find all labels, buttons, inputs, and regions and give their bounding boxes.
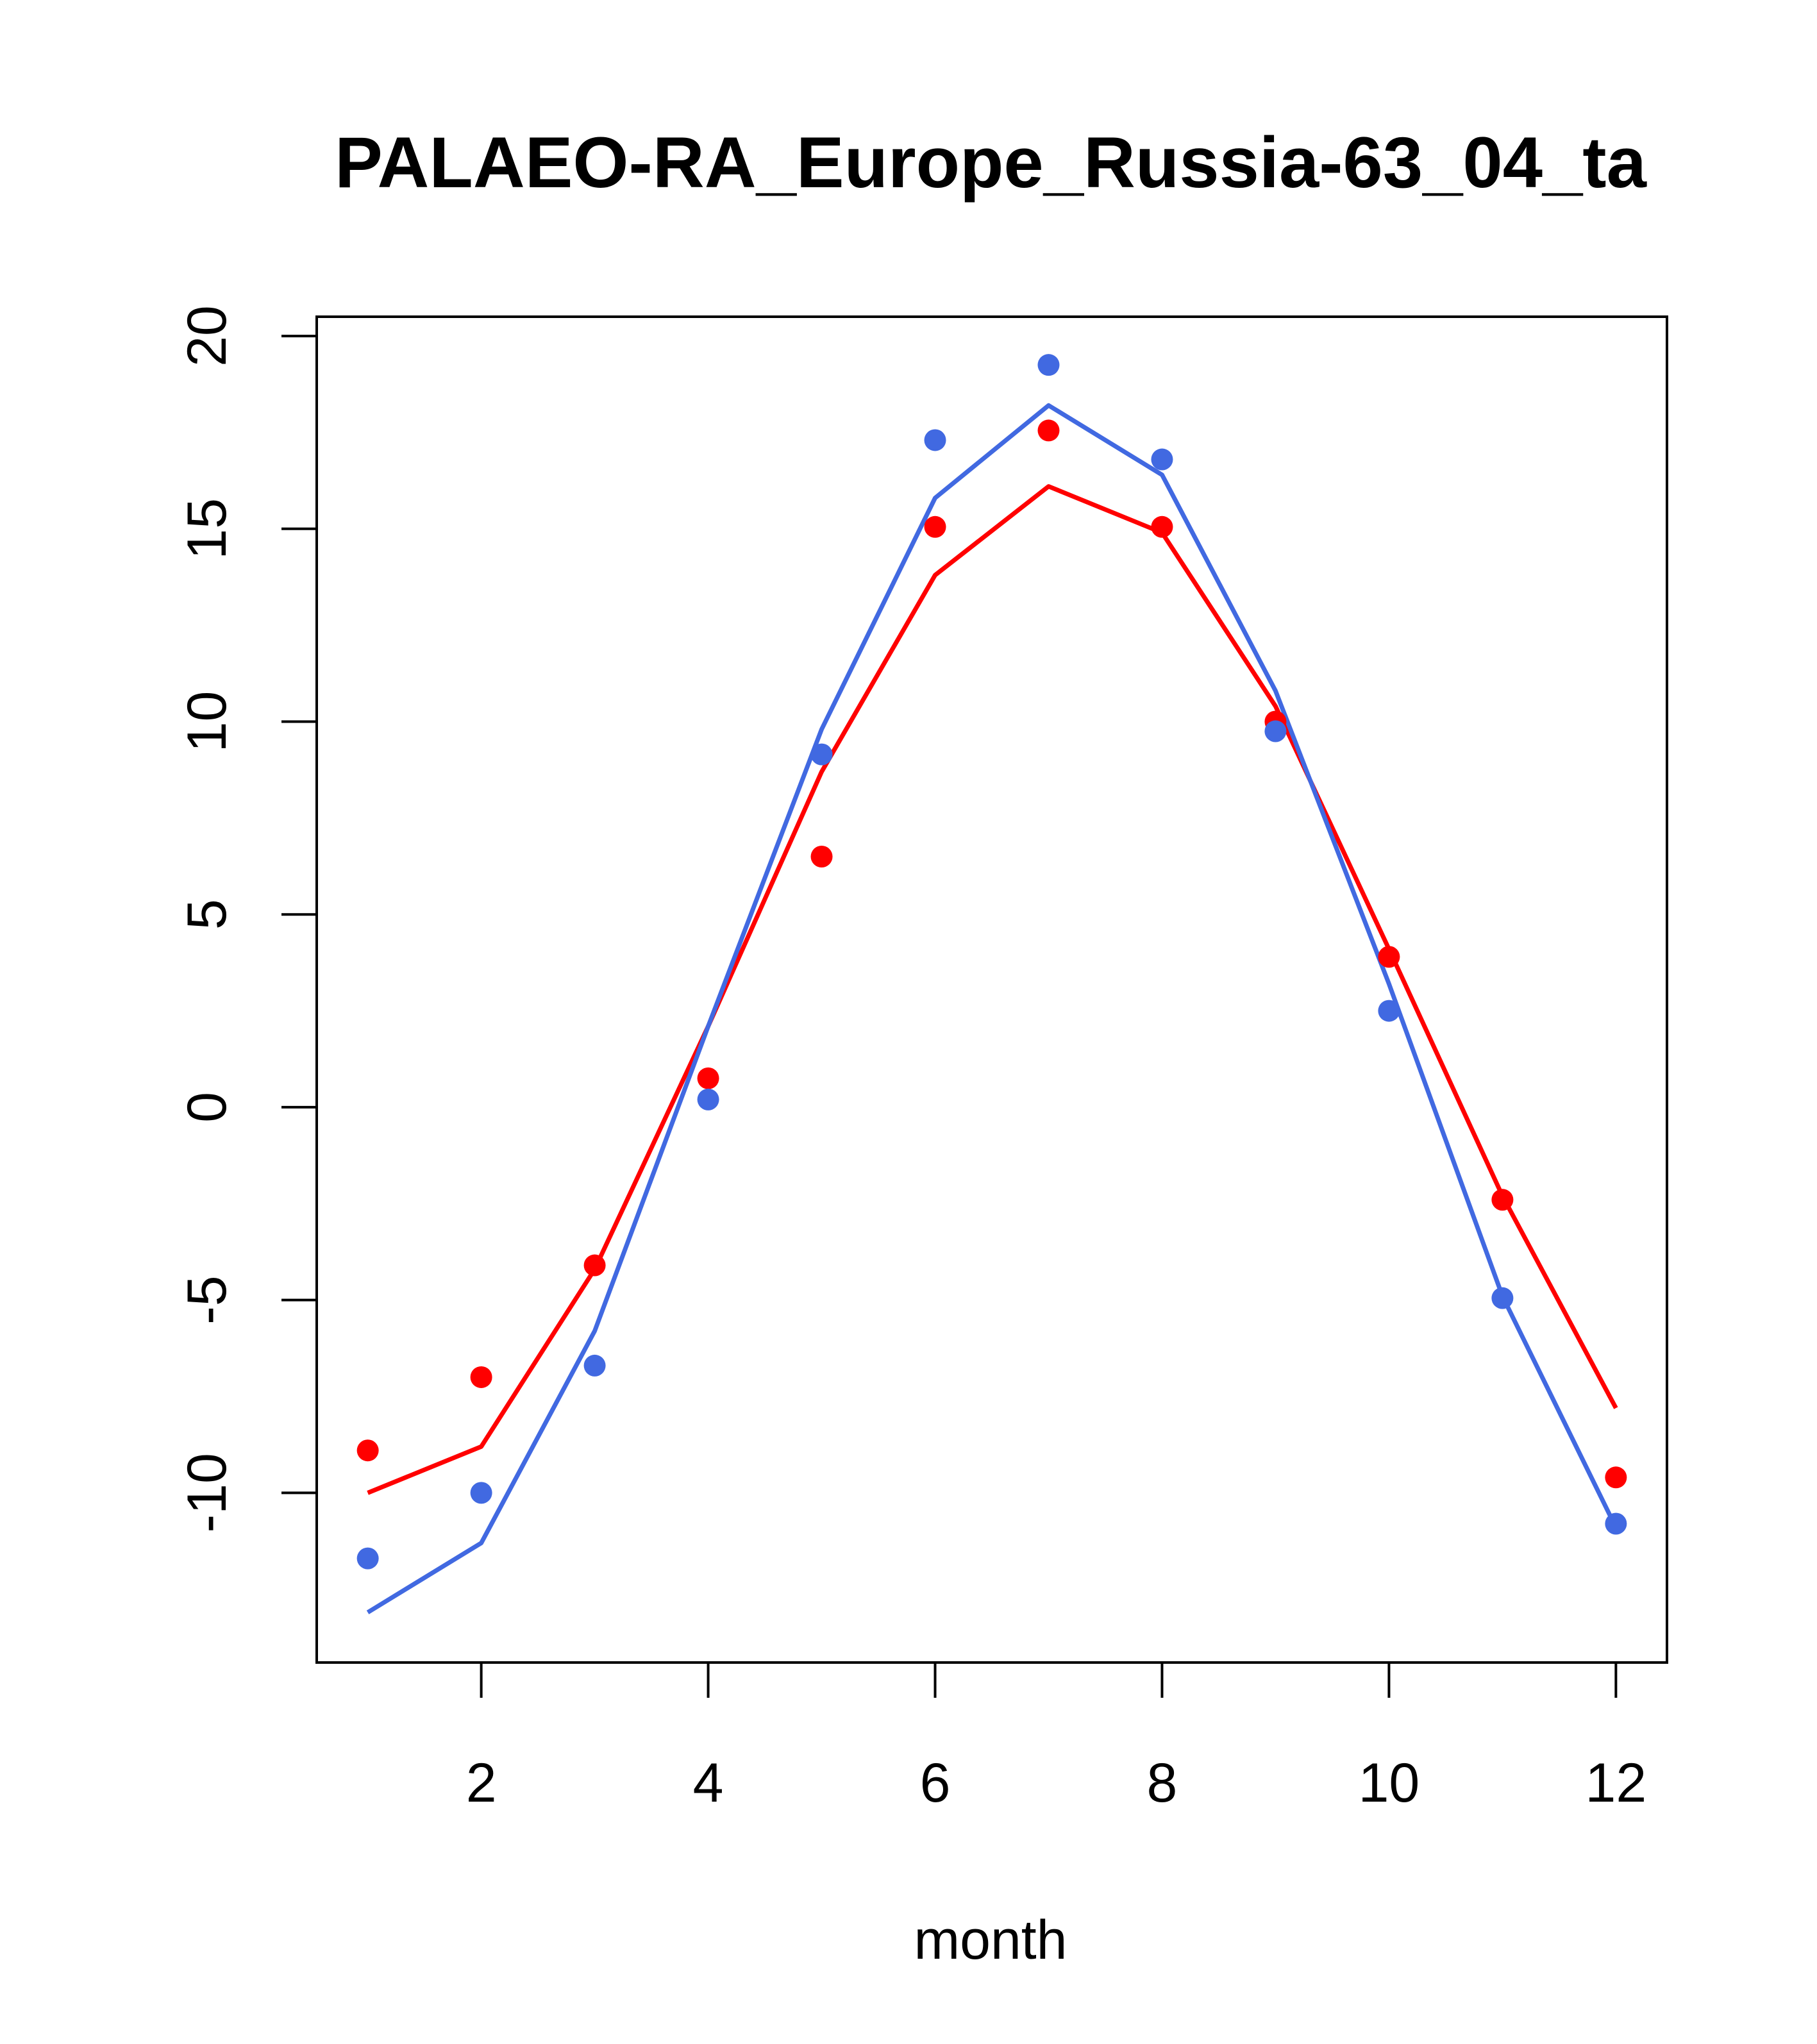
plot-frame	[315, 315, 1668, 1664]
x-tick-label: 12	[1586, 1752, 1647, 1814]
y-axis: -10 -5 0 5 10 15 20	[176, 305, 318, 1533]
series-2-point	[1264, 720, 1287, 742]
series-1-point	[1037, 419, 1060, 442]
y-tick-label: 20	[176, 305, 238, 367]
series-layer	[356, 354, 1627, 1614]
series-2-point	[1605, 1512, 1627, 1535]
y-tick-label: 10	[176, 691, 238, 753]
y-tick-label: 0	[176, 1092, 238, 1123]
series-2-point	[1037, 354, 1060, 376]
series-1-point	[1605, 1466, 1627, 1489]
x-axis: 2 4 6 8 10 12	[466, 1661, 1647, 1814]
series-1-point	[356, 1439, 379, 1462]
series-2-point	[1151, 448, 1173, 471]
y-tick-label: 5	[176, 899, 238, 930]
series-2-point	[810, 743, 833, 766]
series-1-point	[1151, 515, 1173, 538]
series-1-point	[924, 515, 946, 538]
y-tick-label: -10	[176, 1453, 238, 1532]
series-2-point	[470, 1482, 492, 1504]
chart-title: PALAEO-RA_Europe_Russia-63_04_ta	[335, 122, 1646, 203]
series-1-point	[470, 1366, 492, 1388]
series-1-point	[697, 1067, 719, 1089]
series-2-line	[366, 403, 1618, 1614]
series-2-point	[1378, 1000, 1400, 1022]
x-tick-label: 10	[1359, 1752, 1420, 1814]
series-1-point	[583, 1254, 606, 1277]
series-1-point	[1378, 946, 1400, 968]
series-1-point	[810, 846, 833, 868]
series-2-point	[356, 1547, 379, 1570]
series-2-point	[583, 1354, 606, 1377]
series-2-point	[697, 1088, 719, 1110]
x-tick-label: 2	[466, 1752, 497, 1814]
x-tick-label: 4	[693, 1752, 724, 1814]
y-tick-label: -5	[176, 1275, 238, 1324]
y-tick-label: 15	[176, 498, 238, 560]
series-1-line	[367, 484, 1618, 1495]
x-axis-label: month	[914, 1909, 1067, 1971]
series-2-point	[924, 429, 946, 451]
series-1-point	[1491, 1189, 1514, 1211]
series-2-point	[1491, 1287, 1514, 1309]
x-tick-label: 8	[1147, 1752, 1178, 1814]
x-tick-label: 6	[920, 1752, 951, 1814]
